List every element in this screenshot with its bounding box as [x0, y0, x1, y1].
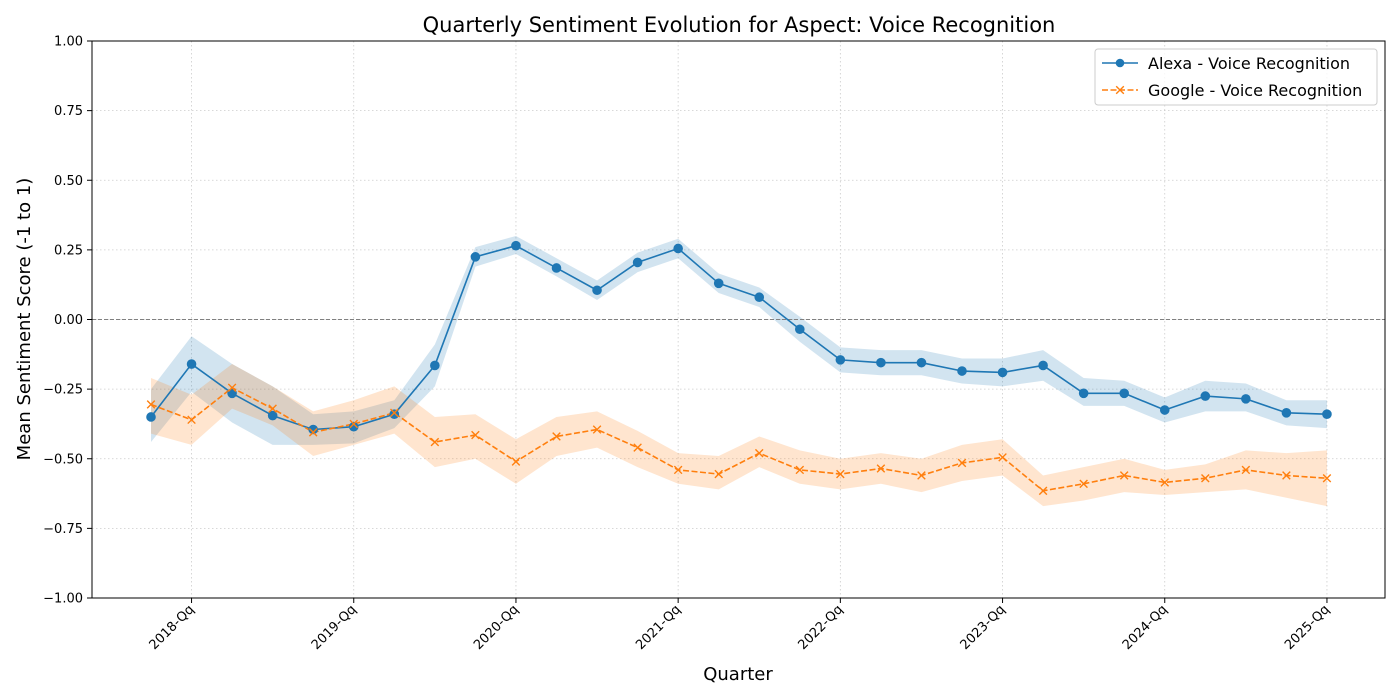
google-voice-recognition-point [268, 404, 277, 413]
y-tick-label: −0.75 [43, 522, 83, 537]
alexa-voice-recognition-point [470, 252, 481, 262]
x-tick-label: 2024-Qq [1120, 602, 1171, 653]
google-voice-recognition-point [917, 471, 926, 480]
alexa-voice-recognition-point [1038, 360, 1048, 371]
alexa-voice-recognition-point [1119, 388, 1129, 399]
google-voice-recognition-point [1322, 473, 1332, 483]
alexa-voice-recognition-point [186, 359, 197, 369]
alexa-voice-recognition-point [1281, 407, 1292, 418]
alexa-voice-recognition-point [592, 285, 602, 296]
x-tick-label: 2023-Qq [958, 602, 1009, 653]
alexa-voice-recognition-confidence-band [151, 235, 1327, 445]
google-voice-recognition-point [308, 427, 318, 437]
google-voice-recognition-point [146, 400, 156, 409]
x-axis-title: Quarter [703, 664, 773, 685]
google-voice-recognition-point [187, 415, 196, 425]
google-voice-recognition-point [795, 465, 805, 475]
alexa-voice-recognition-point [511, 240, 521, 251]
alexa-voice-recognition-point [1200, 391, 1211, 401]
google-voice-recognition-confidence-band [151, 364, 1327, 507]
y-axis-ticks: −1.00 −0.75 −0.50 −0.25 0.00 0.25 0.50 0.75 1.00 [43, 35, 92, 607]
x-tick-label: 2019-Qq [309, 602, 360, 653]
x-tick-label: 2025-Qq [1282, 602, 1333, 653]
x-tick-label: 2020-Qq [471, 602, 522, 653]
legend-alexa-voice-recognition-marker [1115, 58, 1125, 68]
alexa-voice-recognition-point [957, 366, 967, 376]
alexa-voice-recognition-point [754, 292, 765, 303]
alexa-voice-recognition-point [348, 421, 359, 432]
alexa-voice-recognition-point [1159, 405, 1170, 415]
alexa-voice-recognition-point [389, 409, 400, 419]
google-voice-recognition-point [714, 469, 723, 479]
legend: Alexa - Voice Recognition Google - Voice … [1094, 48, 1378, 106]
google-voice-recognition-point [1119, 471, 1129, 480]
y-tick-label: 1.00 [54, 35, 83, 50]
google-voice-recognition-point [430, 437, 440, 447]
google-voice-recognition-point [390, 408, 399, 418]
google-voice-recognition-point [876, 464, 886, 473]
y-tick-label: −0.25 [43, 383, 83, 398]
y-tick-label: −1.00 [43, 592, 83, 607]
alexa-voice-recognition-point [1241, 394, 1251, 404]
google-voice-recognition-point [511, 457, 521, 466]
google-voice-recognition-point [1160, 478, 1170, 487]
alexa-voice-recognition-point [835, 355, 846, 365]
x-axis-ticks: 2018-Qq 2019-Qq 2020-Qq 2021-Qq 2022-Qq 2023-… [147, 598, 1333, 653]
x-tick-label: 2022-Qq [795, 602, 846, 653]
google-voice-recognition-point [998, 453, 1007, 462]
legend-google-voice-recognition-label: Google - Voice Recognition [1148, 81, 1362, 100]
y-tick-label: 0.00 [54, 313, 83, 328]
google-voice-recognition-point [1079, 479, 1088, 489]
alexa-voice-recognition-point [916, 357, 927, 368]
google-voice-recognition-point [836, 469, 845, 479]
google-voice-recognition-point [349, 419, 359, 429]
google-voice-recognition-point [1282, 471, 1291, 480]
google-voice-recognition-point [227, 383, 237, 393]
google-voice-recognition-point [1241, 465, 1251, 475]
alexa-voice-recognition-point [997, 367, 1008, 378]
alexa-voice-recognition-point [430, 360, 440, 371]
alexa-voice-recognition-line [150, 244, 1327, 431]
series-lines [150, 244, 1328, 492]
alexa-voice-recognition-point [551, 263, 562, 273]
y-tick-label: 0.50 [54, 174, 83, 189]
confidence-bands [151, 235, 1327, 507]
alexa-voice-recognition-point [713, 278, 724, 289]
alexa-voice-recognition-point [1322, 409, 1332, 419]
legend-alexa-voice-recognition-label: Alexa - Voice Recognition [1148, 54, 1350, 73]
legend-box [1094, 48, 1378, 106]
google-voice-recognition-line [150, 386, 1328, 492]
google-voice-recognition-point [1038, 486, 1048, 496]
y-axis-title: Mean Sentiment Score (-1 to 1) [14, 178, 35, 461]
y-tick-label: 0.25 [54, 243, 83, 258]
alexa-voice-recognition-point [267, 410, 278, 421]
alexa-voice-recognition-point [632, 257, 643, 268]
series-markers [146, 240, 1332, 496]
google-voice-recognition-point [1201, 473, 1210, 483]
alexa-voice-recognition-point [227, 388, 237, 399]
alexa-voice-recognition-point [308, 424, 319, 435]
google-voice-recognition-point [957, 458, 967, 468]
google-voice-recognition-point [673, 465, 683, 475]
alexa-voice-recognition-point [876, 357, 886, 368]
x-tick-label: 2018-Qq [147, 602, 198, 653]
google-voice-recognition-point [471, 430, 480, 440]
y-tick-label: −0.50 [43, 452, 83, 467]
google-voice-recognition-point [754, 448, 764, 458]
alexa-voice-recognition-point [795, 324, 805, 335]
alexa-voice-recognition-point [1078, 388, 1089, 399]
google-voice-recognition-point [552, 432, 561, 441]
y-tick-label: 0.75 [54, 104, 83, 119]
alexa-voice-recognition-point [673, 243, 683, 254]
alexa-voice-recognition-point [146, 412, 156, 422]
chart-title: Quarterly Sentiment Evolution for Aspect… [423, 13, 1056, 37]
grid-lines [92, 40, 1385, 599]
x-tick-label: 2021-Qq [633, 602, 684, 653]
google-voice-recognition-point [592, 425, 602, 434]
google-voice-recognition-point [633, 443, 642, 452]
legend-google-voice-recognition-marker [1115, 85, 1125, 95]
